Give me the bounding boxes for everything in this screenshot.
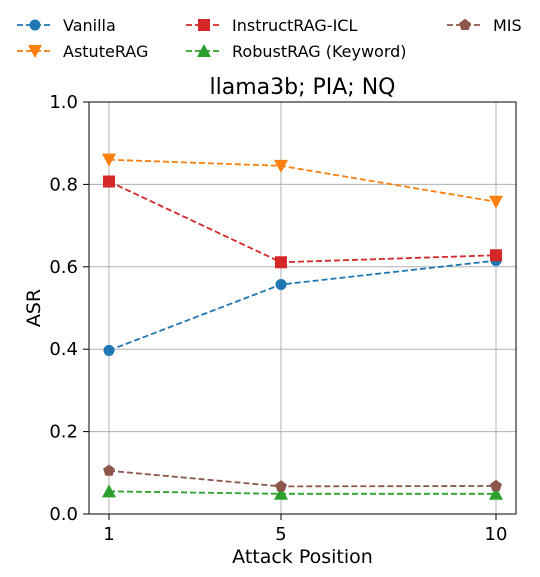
legend-marker (197, 44, 211, 57)
data-point (275, 256, 287, 269)
legend-marker (459, 18, 471, 30)
legend-label: Vanilla (63, 16, 116, 35)
y-axis-label: ASR (23, 289, 45, 327)
legend-label: InstructRAG-ICL (232, 16, 357, 35)
x-tick-label: 10 (485, 524, 508, 545)
series-line (108, 259, 497, 352)
data-point (489, 195, 503, 209)
series-1 (102, 153, 503, 209)
ticks: 0.0 0.2 0.4 0.6 0.8 1.0 1 5 10 (49, 92, 507, 545)
grid (89, 101, 516, 515)
data-point (490, 479, 502, 491)
chart-title: llama3b; PIA; NQ (210, 75, 396, 100)
y-tick-label: 0.4 (49, 339, 78, 360)
series-2 (103, 175, 502, 269)
legend-entry: Vanilla (17, 16, 116, 35)
data-point (490, 249, 502, 262)
series-0 (103, 255, 502, 356)
data-point (103, 344, 115, 356)
series-3 (102, 484, 503, 500)
legend-marker (28, 45, 42, 58)
data-point (103, 175, 115, 188)
legend-label: AstuteRAG (63, 42, 148, 61)
legend-label: MIS (493, 16, 522, 35)
series-line (108, 180, 497, 264)
y-tick-label: 0.8 (49, 174, 78, 195)
data-point (103, 464, 115, 476)
series-4 (103, 464, 502, 492)
legend-entry: RobustRAG (Keyword) (186, 42, 407, 61)
series-line (108, 158, 497, 203)
data-point (102, 484, 116, 498)
data-point (274, 159, 288, 173)
series-line (108, 490, 496, 495)
x-tick-label: 1 (103, 524, 114, 545)
legend-label: RobustRAG (Keyword) (232, 42, 407, 61)
legend-entry: InstructRAG-ICL (186, 16, 357, 35)
data-point (274, 486, 288, 500)
legend-entry: MIS (447, 16, 522, 35)
data-point (275, 480, 287, 492)
data-point (489, 486, 503, 500)
legend: Vanilla AstuteRAG InstructRAG-ICL RobustRAG… (17, 16, 522, 61)
data-point (102, 153, 116, 167)
legend-entry: AstuteRAG (17, 42, 148, 61)
y-tick-label: 1.0 (49, 92, 78, 113)
legend-marker (29, 19, 41, 31)
data-point (275, 279, 287, 291)
plot-frame (88, 101, 517, 515)
series-layer (102, 153, 503, 500)
x-tick-label: 5 (275, 524, 286, 545)
y-tick-label: 0.6 (49, 257, 78, 278)
y-tick-label: 0.0 (49, 504, 78, 525)
legend-marker (198, 19, 210, 31)
x-axis-label: Attack Position (232, 546, 373, 568)
y-tick-label: 0.2 (49, 422, 78, 443)
series-line (108, 469, 497, 488)
